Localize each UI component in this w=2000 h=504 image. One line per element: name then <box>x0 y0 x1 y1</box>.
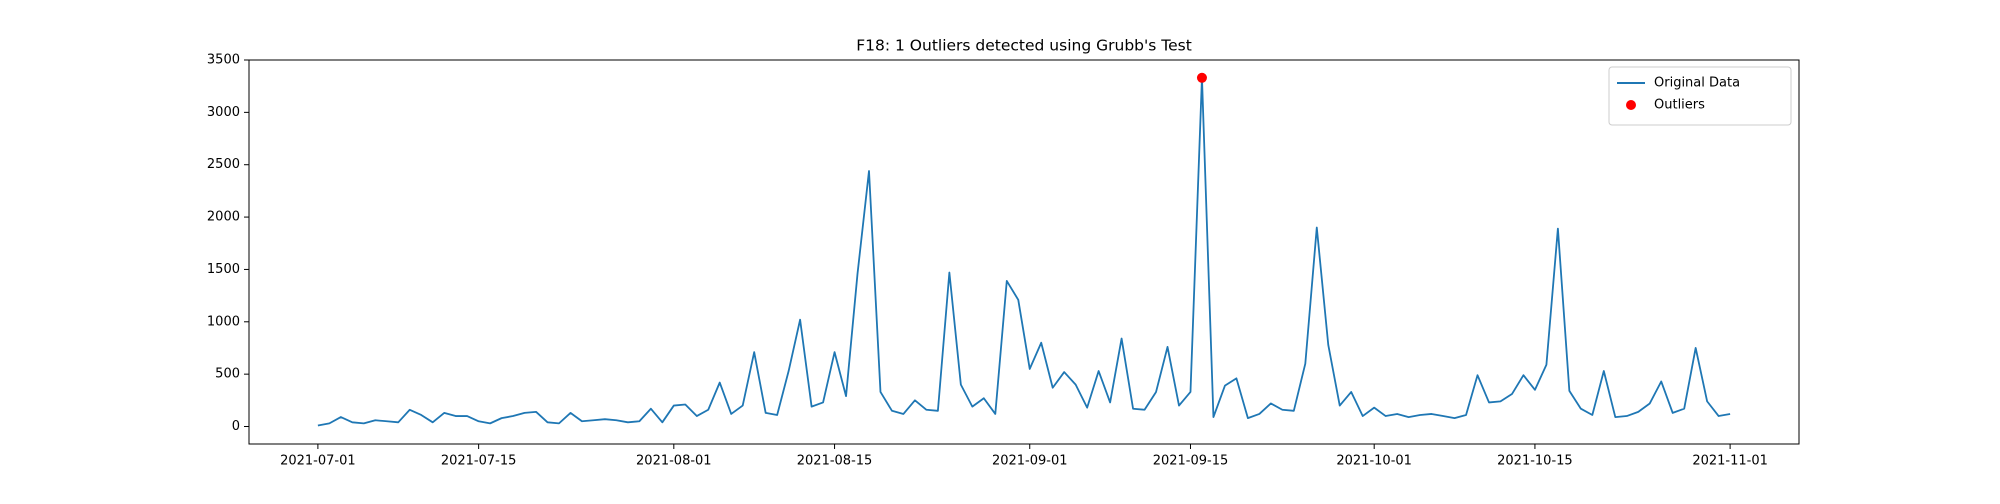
x-tick-label: 2021-10-01 <box>1336 454 1412 469</box>
x-tick-label: 2021-07-01 <box>280 454 356 469</box>
chart-title: F18: 1 Outliers detected using Grubb's T… <box>856 37 1192 55</box>
x-tick-label: 2021-08-15 <box>797 454 873 469</box>
legend-label: Outliers <box>1654 98 1705 113</box>
y-tick-label: 2500 <box>207 157 240 172</box>
x-tick-label: 2021-09-15 <box>1153 454 1229 469</box>
y-tick-label: 3500 <box>207 53 240 68</box>
plot-frame <box>248 59 1800 445</box>
x-tick-label: 2021-07-15 <box>441 454 517 469</box>
y-tick-label: 500 <box>215 367 240 382</box>
y-tick-label: 1000 <box>207 314 240 329</box>
y-tick-label: 1500 <box>207 262 240 277</box>
legend-box <box>1608 66 1792 126</box>
outlier-point <box>1196 72 1207 83</box>
y-tick-label: 3000 <box>207 105 240 120</box>
data-line <box>317 76 1731 427</box>
y-tick-label: 2000 <box>207 210 240 225</box>
x-tick-label: 2021-10-15 <box>1497 454 1573 469</box>
legend-label: Original Data <box>1654 76 1740 91</box>
y-tick-label: 0 <box>232 419 240 434</box>
x-tick-label: 2021-11-01 <box>1692 454 1768 469</box>
x-tick-label: 2021-08-01 <box>636 454 712 469</box>
legend-marker <box>1626 100 1636 110</box>
x-tick-label: 2021-09-01 <box>992 454 1068 469</box>
